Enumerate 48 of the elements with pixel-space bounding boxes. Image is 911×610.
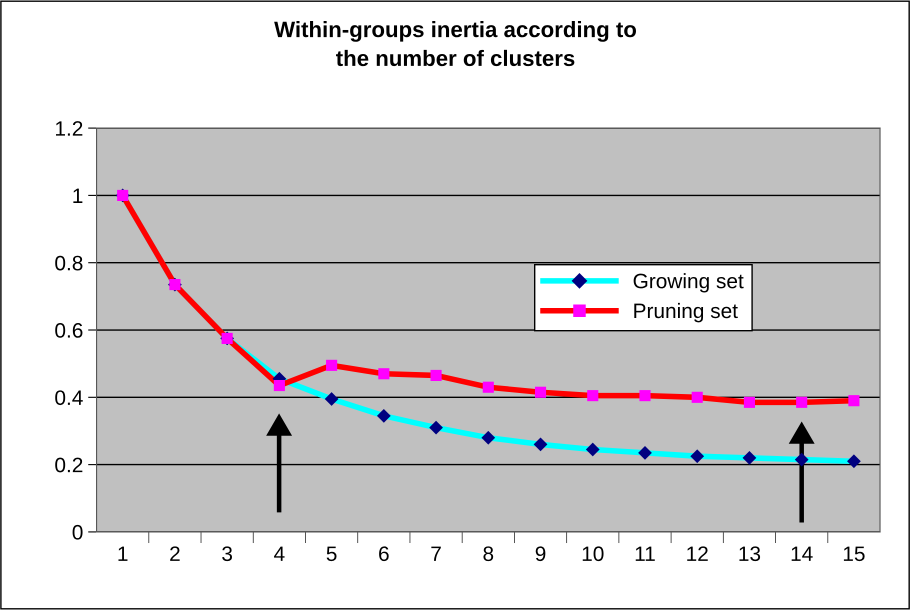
x-tick-label: 13 [739, 546, 760, 562]
point [587, 390, 598, 402]
legend-label: Growing set [634, 273, 744, 292]
x-tick-label: 10 [582, 546, 604, 562]
point [744, 396, 756, 408]
x-tick-label: 4 [274, 546, 285, 561]
point [534, 386, 546, 398]
point [690, 449, 704, 464]
x-tick-label: 14 [792, 546, 813, 561]
point [376, 408, 391, 423]
x-tick-label: 1 [118, 546, 128, 561]
x-tick-label: 5 [326, 546, 337, 562]
point [324, 392, 338, 406]
point [796, 396, 808, 408]
y-tick-label: 0.8 [55, 256, 82, 270]
chart-title: Within-groups inertia according to the number of clusters [274, 20, 636, 66]
point [482, 382, 494, 393]
x-tick-label: 8 [483, 546, 494, 562]
point [847, 454, 861, 468]
point [378, 368, 390, 380]
point [429, 420, 443, 434]
x-tick-label: 12 [687, 546, 708, 561]
x-tick-label: 3 [222, 546, 232, 562]
point [586, 442, 600, 456]
y-tick-label: 0.2 [55, 458, 82, 472]
point [326, 360, 338, 371]
y-tick-label: 0.6 [55, 323, 82, 338]
point [534, 438, 548, 452]
point [692, 392, 703, 403]
point [848, 395, 860, 406]
x-tick-label: 15 [844, 546, 865, 562]
x-tick-label: 9 [536, 546, 546, 562]
point [274, 380, 285, 392]
point [639, 390, 651, 402]
point [742, 451, 756, 465]
y-tick-label: 1.2 [56, 121, 82, 136]
legend-label: Pruning set [634, 302, 738, 322]
x-tick-label: 2 [170, 546, 180, 561]
x-tick-label: 7 [431, 546, 441, 561]
y-tick-label: 0.4 [55, 390, 83, 406]
x-tick-label: 6 [379, 546, 389, 562]
x-tick-label: 11 [636, 546, 655, 561]
point [794, 452, 809, 466]
point [638, 446, 652, 460]
point [481, 430, 496, 445]
y-tick-label: 1 [73, 188, 82, 203]
point [430, 370, 442, 381]
y-tick-label: 0 [72, 524, 83, 540]
